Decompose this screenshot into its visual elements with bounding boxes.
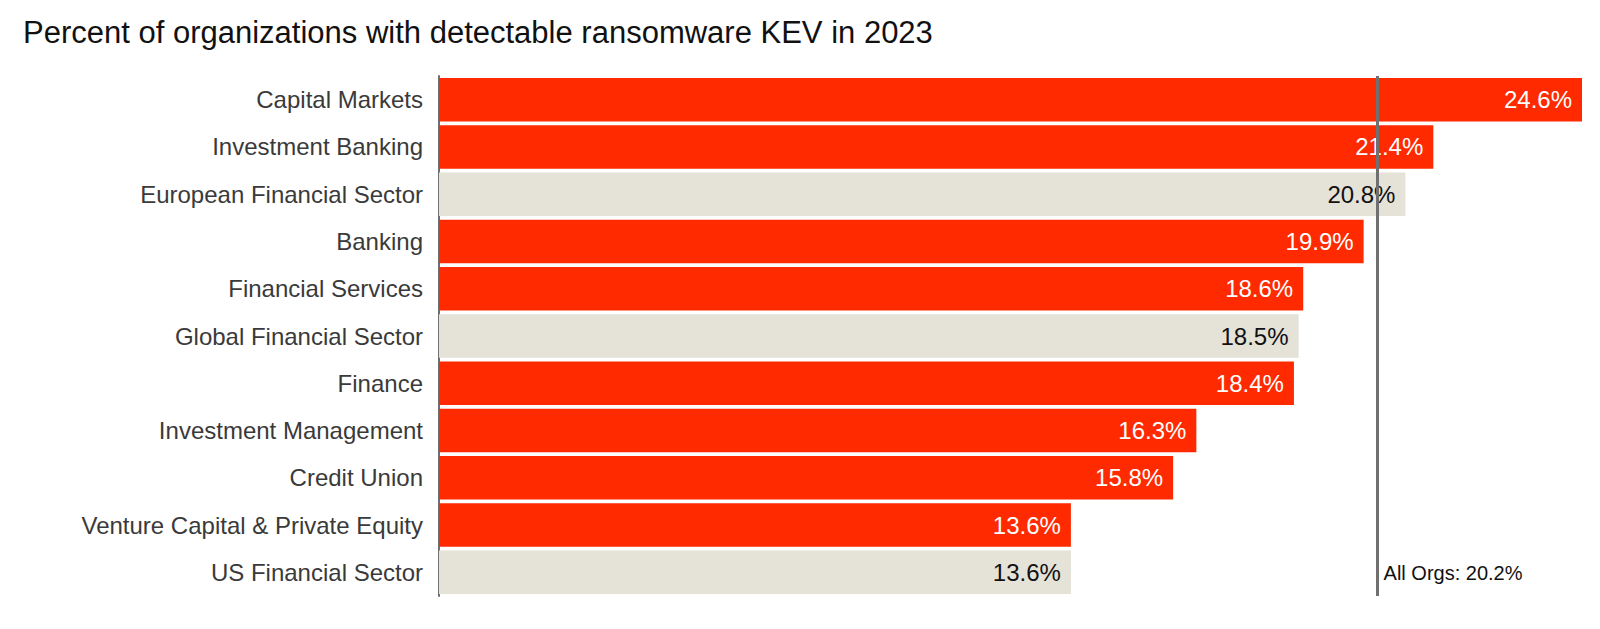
svg-text:Global Financial Sector: Global Financial Sector [175,323,423,350]
svg-text:Finance: Finance [338,370,423,397]
svg-text:13.6%: 13.6% [993,559,1061,586]
svg-text:18.5%: 18.5% [1221,323,1289,350]
svg-text:16.3%: 16.3% [1118,417,1186,444]
svg-text:13.6%: 13.6% [993,512,1061,539]
svg-text:European Financial Sector: European Financial Sector [140,181,423,208]
svg-text:20.8%: 20.8% [1327,181,1395,208]
svg-text:All Orgs: 20.2%: All Orgs: 20.2% [1384,562,1523,584]
svg-text:Capital Markets: Capital Markets [256,86,423,113]
svg-text:Venture Capital & Private Equi: Venture Capital & Private Equity [81,512,423,539]
svg-text:21.4%: 21.4% [1355,133,1423,160]
svg-text:Banking: Banking [336,228,423,255]
svg-text:Percent of organizations with: Percent of organizations with detectable… [23,15,933,50]
svg-text:24.6%: 24.6% [1504,86,1572,113]
svg-text:US Financial Sector: US Financial Sector [211,559,423,586]
svg-text:18.6%: 18.6% [1225,275,1293,302]
svg-text:Investment Banking: Investment Banking [212,133,423,160]
svg-text:18.4%: 18.4% [1216,370,1284,397]
svg-text:Financial Services: Financial Services [228,275,423,302]
svg-text:Investment Management: Investment Management [159,417,423,444]
svg-text:Credit Union: Credit Union [290,464,423,491]
svg-text:19.9%: 19.9% [1286,228,1354,255]
svg-text:15.8%: 15.8% [1095,464,1163,491]
